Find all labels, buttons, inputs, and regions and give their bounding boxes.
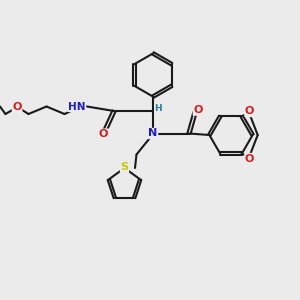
Text: O: O (99, 129, 108, 139)
Text: N: N (148, 128, 158, 139)
Text: H: H (154, 104, 162, 113)
Text: O: O (245, 154, 254, 164)
Text: O: O (193, 105, 203, 115)
Text: HN: HN (68, 101, 86, 112)
Text: S: S (121, 162, 128, 172)
Text: O: O (12, 101, 22, 112)
Text: O: O (245, 106, 254, 116)
